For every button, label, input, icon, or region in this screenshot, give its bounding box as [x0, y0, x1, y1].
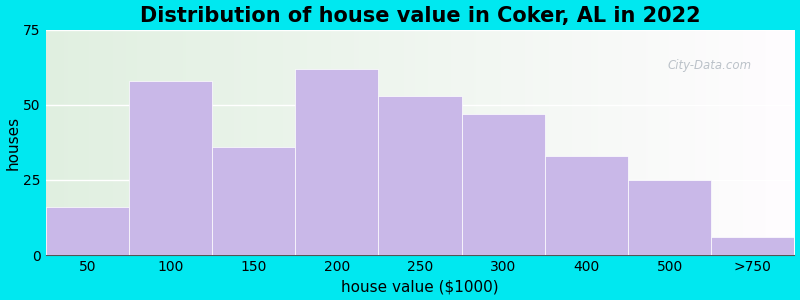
Bar: [711, 237, 794, 255]
Title: Distribution of house value in Coker, AL in 2022: Distribution of house value in Coker, AL…: [140, 6, 700, 26]
Bar: [295, 69, 378, 255]
Bar: [545, 156, 628, 255]
Bar: [129, 81, 212, 255]
Bar: [462, 114, 545, 255]
Bar: [212, 147, 295, 255]
Text: City-Data.com: City-Data.com: [667, 59, 751, 72]
X-axis label: house value ($1000): house value ($1000): [342, 279, 499, 294]
Bar: [46, 207, 129, 255]
Y-axis label: houses: houses: [6, 116, 21, 169]
Bar: [378, 96, 462, 255]
Bar: [628, 180, 711, 255]
